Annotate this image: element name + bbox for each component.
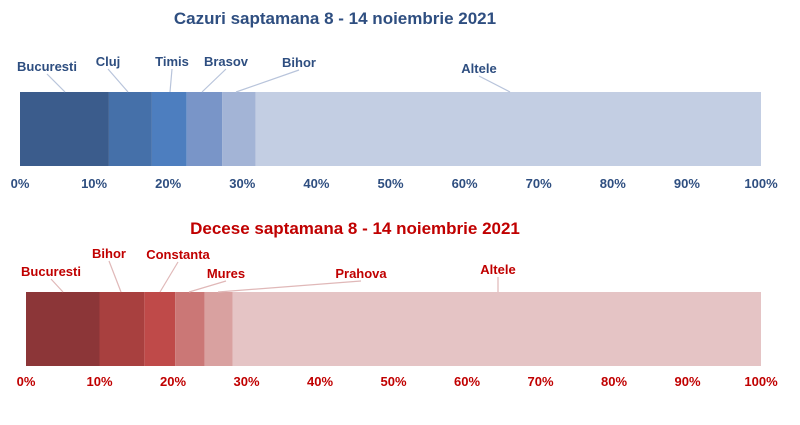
tick-label: 80% <box>600 176 626 191</box>
bar-segment-prahova <box>204 292 233 366</box>
tick-label: 50% <box>380 374 406 389</box>
tick-label: 10% <box>81 176 107 191</box>
leader-line <box>50 278 64 293</box>
segment-label-bihor: Bihor <box>282 55 316 70</box>
segment-label-bihor: Bihor <box>92 246 126 261</box>
segment-label-altele: Altele <box>480 262 515 277</box>
segment-label-altele: Altele <box>461 61 496 76</box>
segment-label-mures: Mures <box>207 266 245 281</box>
segment-label-constanta: Constanta <box>146 247 210 262</box>
tick-label: 90% <box>674 374 700 389</box>
tick-label: 50% <box>377 176 403 191</box>
tick-label: 40% <box>307 374 333 389</box>
chart-title: Cazuri saptamana 8 - 14 noiembrie 2021 <box>174 9 496 28</box>
tick-label: 80% <box>601 374 627 389</box>
chart-cases: Cazuri saptamana 8 - 14 noiembrie 2021 Bu… <box>11 9 778 191</box>
bar-segment-mures <box>175 292 205 366</box>
tick-label: 10% <box>86 374 112 389</box>
leader-line <box>217 280 362 293</box>
bar-segment-cluj <box>108 92 152 166</box>
leader-line <box>46 73 66 93</box>
segment-label-prahova: Prahova <box>335 266 387 281</box>
segment-label-cluj: Cluj <box>96 54 121 69</box>
tick-label: 20% <box>155 176 181 191</box>
tick-label: 30% <box>229 176 255 191</box>
leader-line <box>188 280 227 293</box>
leader-line <box>478 75 511 93</box>
segment-label-timis: Timis <box>155 54 189 69</box>
bar-segment-constanta <box>144 292 176 366</box>
leader-line <box>235 69 300 93</box>
segment-label-bucuresti: Bucuresti <box>17 59 77 74</box>
tick-label: 100% <box>744 374 778 389</box>
tick-label: 70% <box>527 374 553 389</box>
tick-label: 70% <box>526 176 552 191</box>
chart-title: Decese saptamana 8 - 14 noiembrie 2021 <box>190 219 520 238</box>
segment-label-brasov: Brasov <box>204 54 249 69</box>
tick-label: 20% <box>160 374 186 389</box>
tick-label: 0% <box>17 374 36 389</box>
tick-label: 100% <box>744 176 778 191</box>
bar-segment-bucuresti <box>20 92 109 166</box>
leader-line <box>159 261 179 293</box>
leader-line <box>108 260 122 293</box>
segment-label-bucuresti: Bucuresti <box>21 264 81 279</box>
bar-segment-bihor <box>222 92 256 166</box>
leader-line <box>169 68 173 93</box>
tick-label: 90% <box>674 176 700 191</box>
chart-deaths: Decese saptamana 8 - 14 noiembrie 2021 Bu… <box>17 219 778 389</box>
tick-label: 0% <box>11 176 30 191</box>
bar-segment-timis <box>151 92 187 166</box>
bar-segment-altele <box>255 92 761 166</box>
bar-segment-bucuresti <box>26 292 100 366</box>
bar-segment-bihor <box>99 292 145 366</box>
bar-segment-brasov <box>186 92 223 166</box>
leader-line <box>107 68 129 93</box>
tick-label: 60% <box>452 176 478 191</box>
leader-line <box>201 68 227 93</box>
tick-label: 30% <box>233 374 259 389</box>
bar-segment-altele <box>232 292 761 366</box>
tick-label: 40% <box>303 176 329 191</box>
tick-label: 60% <box>454 374 480 389</box>
